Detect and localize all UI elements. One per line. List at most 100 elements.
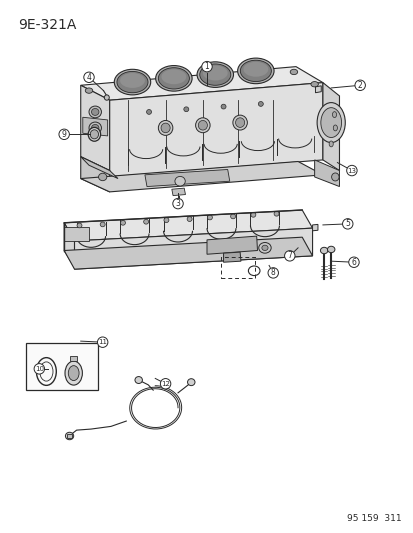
Ellipse shape	[89, 122, 101, 134]
Ellipse shape	[320, 247, 327, 254]
Ellipse shape	[240, 60, 271, 82]
Ellipse shape	[164, 218, 169, 223]
Text: 7: 7	[287, 252, 292, 260]
Ellipse shape	[221, 104, 225, 109]
Ellipse shape	[187, 217, 192, 222]
Ellipse shape	[104, 95, 109, 100]
Ellipse shape	[250, 213, 255, 217]
Ellipse shape	[328, 141, 332, 147]
Polygon shape	[145, 169, 229, 187]
Circle shape	[83, 72, 94, 83]
Text: 9E-321A: 9E-321A	[18, 18, 76, 32]
Polygon shape	[81, 157, 109, 192]
Circle shape	[267, 268, 278, 278]
Ellipse shape	[331, 173, 338, 181]
Polygon shape	[223, 252, 240, 262]
Ellipse shape	[158, 120, 173, 135]
Ellipse shape	[327, 246, 334, 253]
Circle shape	[172, 198, 183, 209]
Polygon shape	[315, 86, 320, 93]
Ellipse shape	[158, 68, 189, 89]
Ellipse shape	[202, 66, 227, 80]
Ellipse shape	[89, 106, 101, 118]
Polygon shape	[171, 188, 185, 196]
Ellipse shape	[261, 245, 268, 251]
Ellipse shape	[120, 73, 145, 88]
Text: 95 159  311: 95 159 311	[347, 514, 401, 523]
Ellipse shape	[235, 118, 244, 127]
Ellipse shape	[100, 222, 105, 227]
Circle shape	[97, 337, 108, 348]
Polygon shape	[83, 117, 107, 136]
Circle shape	[346, 165, 356, 176]
Ellipse shape	[232, 115, 247, 130]
Ellipse shape	[120, 221, 125, 225]
Text: 3: 3	[175, 199, 180, 208]
Ellipse shape	[77, 223, 82, 228]
Polygon shape	[109, 83, 322, 177]
Ellipse shape	[243, 62, 268, 77]
Ellipse shape	[91, 125, 99, 132]
Polygon shape	[81, 161, 322, 192]
Polygon shape	[206, 236, 257, 254]
Polygon shape	[67, 434, 72, 438]
Circle shape	[348, 257, 358, 268]
Ellipse shape	[310, 82, 318, 87]
Polygon shape	[322, 83, 339, 171]
Ellipse shape	[207, 215, 212, 220]
Ellipse shape	[114, 69, 150, 95]
Text: 1: 1	[204, 62, 209, 71]
Ellipse shape	[198, 120, 207, 130]
Polygon shape	[70, 356, 77, 361]
Polygon shape	[64, 210, 312, 241]
Polygon shape	[81, 67, 322, 100]
Polygon shape	[64, 227, 89, 241]
Ellipse shape	[195, 118, 209, 133]
Ellipse shape	[161, 123, 170, 133]
Ellipse shape	[116, 71, 148, 93]
Ellipse shape	[258, 102, 263, 107]
Text: 8: 8	[270, 269, 275, 277]
Text: 4: 4	[86, 73, 91, 82]
Ellipse shape	[187, 378, 195, 386]
Polygon shape	[64, 237, 312, 269]
Polygon shape	[312, 224, 317, 231]
Polygon shape	[64, 223, 74, 268]
Ellipse shape	[174, 176, 185, 186]
Text: 10: 10	[35, 366, 44, 372]
Text: 11: 11	[98, 339, 107, 345]
Ellipse shape	[85, 88, 93, 93]
Ellipse shape	[146, 110, 151, 115]
Text: 2: 2	[357, 81, 362, 90]
Circle shape	[160, 378, 171, 389]
Ellipse shape	[135, 377, 142, 384]
Ellipse shape	[98, 173, 107, 181]
Ellipse shape	[65, 432, 74, 440]
Ellipse shape	[91, 109, 99, 116]
Text: 5: 5	[344, 220, 349, 228]
Ellipse shape	[143, 220, 148, 224]
Text: 6: 6	[351, 258, 356, 266]
Ellipse shape	[237, 58, 273, 84]
Text: 12: 12	[161, 381, 170, 387]
Ellipse shape	[161, 69, 186, 84]
Ellipse shape	[316, 103, 344, 143]
Ellipse shape	[183, 107, 188, 112]
Ellipse shape	[273, 212, 278, 216]
Ellipse shape	[320, 108, 341, 138]
Ellipse shape	[290, 69, 297, 75]
Ellipse shape	[230, 214, 235, 219]
Circle shape	[284, 251, 294, 261]
Ellipse shape	[332, 112, 336, 118]
Circle shape	[354, 80, 365, 91]
Circle shape	[59, 129, 69, 140]
Circle shape	[201, 61, 212, 72]
Text: 13: 13	[347, 167, 356, 174]
Ellipse shape	[199, 64, 230, 85]
Circle shape	[342, 219, 352, 229]
Ellipse shape	[155, 66, 192, 91]
Circle shape	[34, 364, 45, 374]
Ellipse shape	[258, 243, 271, 253]
Ellipse shape	[197, 62, 233, 87]
Ellipse shape	[90, 130, 98, 139]
